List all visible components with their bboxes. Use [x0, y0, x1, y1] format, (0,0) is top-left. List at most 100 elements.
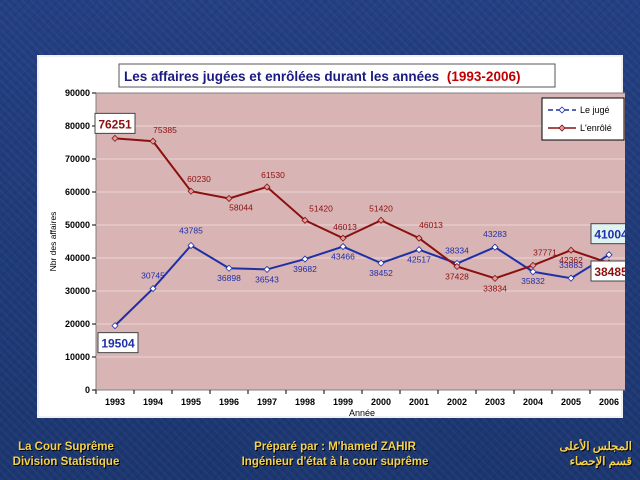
footer-left: La Cour Suprême Division Statistique	[6, 440, 126, 470]
x-tick-label: 2000	[371, 397, 391, 407]
data-label: 36898	[217, 273, 241, 283]
data-label: 38334	[445, 245, 469, 255]
highlight-label-box	[590, 260, 625, 282]
data-label: 42362	[559, 255, 583, 265]
series-line-enrole	[114, 137, 610, 280]
highlight-label-box	[94, 112, 136, 134]
x-tick-label: 1998	[295, 397, 315, 407]
x-tick-label: 2005	[561, 397, 581, 407]
data-point	[377, 216, 385, 224]
data-point	[263, 265, 271, 273]
data-label: 60230	[187, 174, 211, 184]
prepared-by: Préparé par : M'hamed ZAHIR	[254, 441, 416, 453]
data-label: 51420	[369, 203, 393, 213]
data-point	[415, 234, 423, 242]
data-point	[377, 259, 385, 267]
x-tick-label: 1996	[219, 397, 239, 407]
y-tick-label: 30000	[65, 286, 90, 296]
y-tick-label: 40000	[65, 253, 90, 263]
division-name: Division Statistique	[12, 456, 120, 468]
highlight-data-label: 19504	[101, 337, 135, 351]
y-tick-label: 90000	[65, 88, 90, 98]
legend-box	[541, 97, 625, 141]
chart-frame: Les affaires jugées et enrôlées durant l…	[37, 55, 625, 418]
x-tick-label: 1994	[143, 397, 163, 407]
data-point	[529, 261, 537, 269]
x-tick-label: 1999	[333, 397, 353, 407]
footer-center: Préparé par : M'hamed ZAHIR Ingénieur d'…	[210, 440, 460, 470]
author-title: Ingénieur d'état à la cour suprême	[241, 456, 429, 468]
data-point	[491, 274, 499, 282]
data-label: 75385	[153, 125, 177, 135]
data-label: 43466	[331, 252, 355, 262]
data-label: 39682	[293, 264, 317, 274]
data-label: 42517	[407, 255, 431, 265]
highlight-data-label: 76251	[98, 117, 132, 131]
x-tick-label: 2003	[485, 397, 505, 407]
data-point	[339, 242, 347, 251]
legend-label: Le jugé	[580, 105, 610, 115]
data-point	[301, 255, 309, 263]
y-tick-label: 80000	[65, 121, 90, 131]
y-tick-label: 0	[85, 385, 90, 395]
data-point	[187, 241, 195, 250]
data-point	[263, 183, 271, 191]
data-label: 37771	[533, 247, 557, 257]
data-label: 58044	[229, 202, 253, 212]
data-point	[111, 322, 119, 330]
footer-right: المجلس الأعلى قسم الإحصاء	[522, 440, 632, 470]
x-tick-label: 2006	[599, 397, 619, 407]
data-label: 61530	[261, 170, 285, 180]
data-label: 43785	[179, 226, 203, 236]
x-tick-label: 2001	[409, 397, 429, 407]
data-point	[301, 216, 309, 224]
x-tick-label: 1995	[181, 397, 201, 407]
data-point	[225, 194, 233, 203]
data-point	[529, 268, 537, 276]
data-label: 36543	[255, 274, 279, 284]
data-label: 37428	[445, 271, 469, 281]
data-label: 38452	[369, 268, 393, 278]
x-tick-label: 1993	[105, 397, 125, 407]
data-point	[605, 251, 613, 259]
title-box	[118, 63, 556, 88]
legend-marker	[558, 124, 566, 132]
data-point	[149, 284, 157, 293]
data-label: 43283	[483, 229, 507, 239]
data-label: 46013	[419, 220, 443, 230]
data-point	[453, 262, 461, 271]
highlight-data-label: 38485	[594, 265, 625, 279]
data-label: 33883	[559, 260, 583, 270]
division-name-arabic: قسم الإحصاء	[569, 456, 632, 468]
data-point	[491, 243, 499, 251]
chart-title: Les affaires jugées et enrôlées durant l…	[124, 69, 520, 84]
legend-label: L'enrôlé	[580, 123, 612, 133]
data-point	[339, 234, 347, 242]
data-point	[567, 274, 575, 282]
data-label: 35832	[521, 276, 545, 286]
data-point	[111, 134, 119, 142]
data-label: 46013	[333, 222, 357, 232]
highlight-data-label: 41004	[594, 228, 625, 242]
data-point	[225, 264, 233, 272]
data-label: 51420	[309, 203, 333, 213]
highlight-label-box	[97, 332, 139, 354]
chart-title-text: Les affaires jugées et enrôlées durant l…	[124, 69, 439, 84]
x-tick-label: 2004	[523, 397, 543, 407]
plot-area	[95, 92, 625, 391]
y-tick-label: 10000	[65, 352, 90, 362]
y-tick-label: 60000	[65, 187, 90, 197]
legend-marker	[558, 106, 566, 114]
court-name-arabic: المجلس الأعلى	[559, 441, 632, 453]
data-label: 33834	[483, 283, 507, 293]
x-tick-label: 2002	[447, 397, 467, 407]
data-point	[415, 246, 423, 254]
chart-title-years: (1993-2006)	[447, 69, 521, 84]
y-axis-title: Nbr des affaires	[48, 212, 58, 272]
x-tick-label: 1997	[257, 397, 277, 407]
y-tick-label: 20000	[65, 319, 90, 329]
highlight-label-box	[590, 223, 625, 245]
y-tick-label: 70000	[65, 154, 90, 164]
y-tick-label: 50000	[65, 220, 90, 230]
court-name: La Cour Suprême	[18, 441, 114, 453]
